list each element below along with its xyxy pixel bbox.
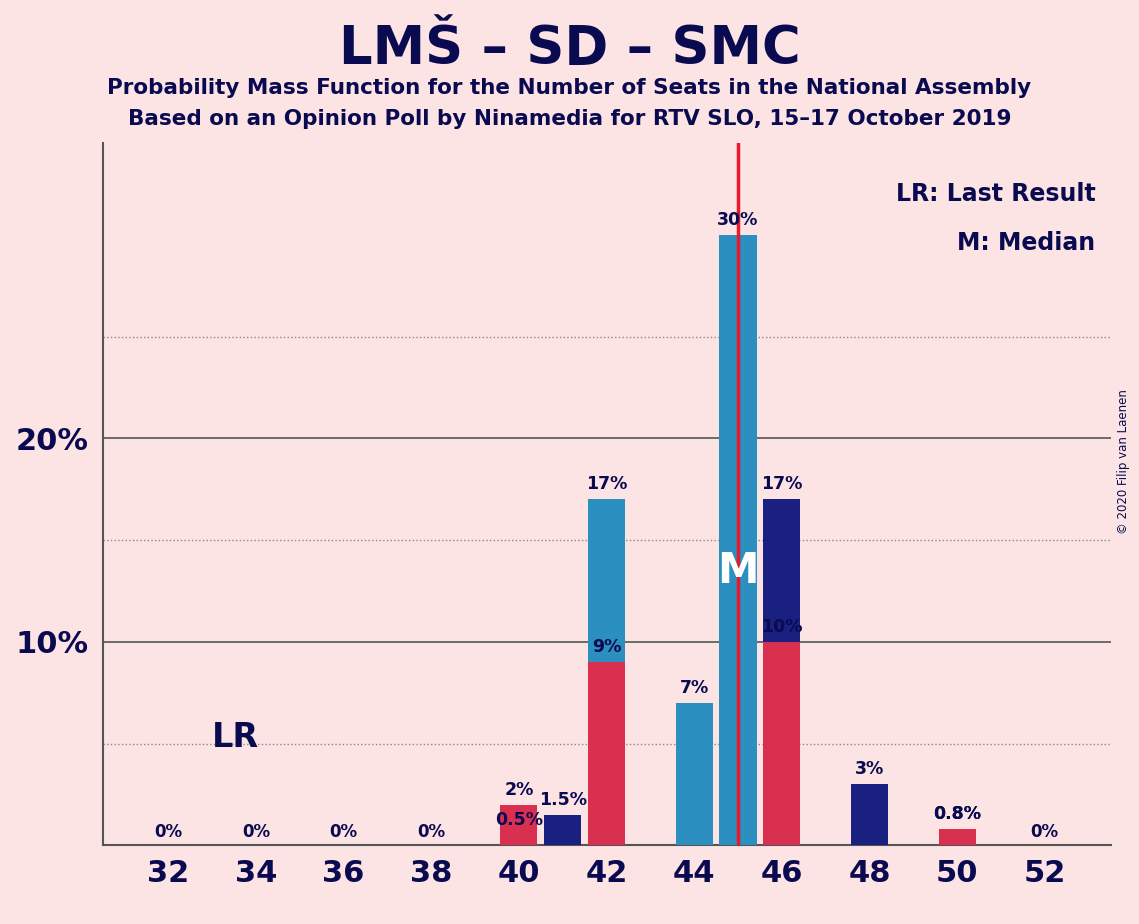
Text: 0.5%: 0.5%	[494, 811, 543, 829]
Text: 10%: 10%	[761, 618, 803, 636]
Text: 0%: 0%	[241, 823, 270, 842]
Text: 0%: 0%	[329, 823, 358, 842]
Bar	[763, 500, 801, 845]
Bar	[500, 835, 538, 845]
Text: 0%: 0%	[417, 823, 445, 842]
Text: LR: LR	[212, 721, 260, 754]
Text: M: Median: M: Median	[957, 231, 1096, 255]
Bar	[763, 642, 801, 845]
Bar	[939, 829, 976, 845]
Text: 17%: 17%	[585, 475, 628, 493]
Text: 7%: 7%	[680, 679, 708, 697]
Text: 0.8%: 0.8%	[933, 805, 981, 823]
Text: 2%: 2%	[505, 781, 533, 798]
Bar	[588, 663, 625, 845]
Text: LR: Last Result: LR: Last Result	[895, 182, 1096, 206]
Text: 17%: 17%	[761, 475, 803, 493]
Text: 0.8%: 0.8%	[933, 805, 981, 823]
Text: Probability Mass Function for the Number of Seats in the National Assembly: Probability Mass Function for the Number…	[107, 78, 1032, 98]
Bar	[675, 703, 713, 845]
Bar	[851, 784, 888, 845]
Text: Based on an Opinion Poll by Ninamedia for RTV SLO, 15–17 October 2019: Based on an Opinion Poll by Ninamedia fo…	[128, 109, 1011, 129]
Text: 9%: 9%	[592, 638, 621, 656]
Bar	[588, 500, 625, 845]
Text: 30%: 30%	[718, 211, 759, 229]
Bar	[500, 805, 538, 845]
Text: 0%: 0%	[154, 823, 182, 842]
Bar	[720, 235, 756, 845]
Text: 1.5%: 1.5%	[539, 791, 587, 808]
Text: 0%: 0%	[1031, 823, 1059, 842]
Bar	[939, 829, 976, 845]
Text: 3%: 3%	[855, 760, 884, 778]
Text: © 2020 Filip van Laenen: © 2020 Filip van Laenen	[1117, 390, 1130, 534]
Text: M: M	[718, 550, 759, 591]
Text: LMŠ – SD – SMC: LMŠ – SD – SMC	[338, 23, 801, 75]
Bar	[544, 815, 581, 845]
